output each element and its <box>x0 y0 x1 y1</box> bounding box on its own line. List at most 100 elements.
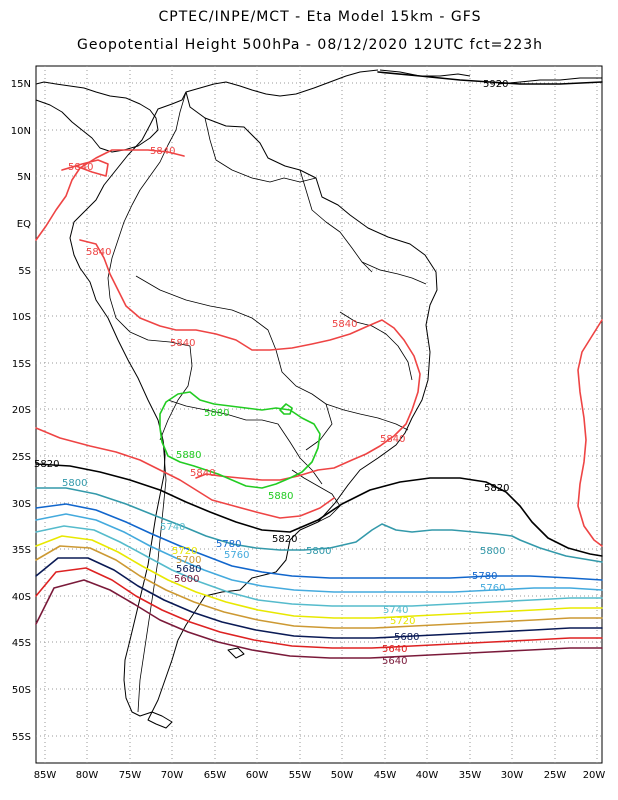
south-america-coastline <box>69 91 438 717</box>
contour-label-5660: 5640 <box>382 644 407 655</box>
lon-label: 20W <box>583 770 606 781</box>
contour-label-5840: 5840 <box>68 162 93 173</box>
falklands-coastline <box>227 647 245 659</box>
contour-label-5720: 5720 <box>172 546 197 557</box>
contour-label-5680: 5680 <box>176 564 201 575</box>
lat-label: 5S <box>18 266 31 277</box>
title-line-2: Geopotential Height 500hPa - 08/12/2020 … <box>77 37 543 53</box>
lat-label: 15S <box>12 359 31 370</box>
lon-label: 30W <box>501 770 524 781</box>
longitude-labels: 85W 80W 75W 70W 65W 60W 55W 50W 45W 40W … <box>34 770 606 781</box>
country-border <box>361 261 427 285</box>
contour-label-5880: 5880 <box>176 450 201 461</box>
contour-labels: 5920 5840 5840 5840 5840 5840 5840 5840 … <box>34 79 509 667</box>
contour-5680 <box>35 557 603 639</box>
contour-label-5800: 5800 <box>480 546 505 557</box>
caribbean-coastline <box>185 69 379 97</box>
contour-5840-lower <box>35 427 335 519</box>
contour-label-5880: 5880 <box>204 408 229 419</box>
contour-5840-north <box>61 159 109 177</box>
antilles-coastline <box>379 69 602 85</box>
lon-label: 75W <box>119 770 142 781</box>
lat-label: 20S <box>12 405 31 416</box>
contour-5780 <box>35 503 603 581</box>
country-border <box>107 91 191 347</box>
contour-label-5760: 5760 <box>224 550 249 561</box>
contour-5840-west <box>35 149 185 241</box>
contour-5720 <box>35 535 603 619</box>
graticule <box>36 66 602 763</box>
contour-label-5840: 5840 <box>190 468 215 479</box>
lat-label: 40S <box>12 592 31 603</box>
lon-label: 85W <box>34 770 57 781</box>
lon-label: 45W <box>374 770 397 781</box>
lat-label: 55S <box>12 732 31 743</box>
lon-label: 35W <box>459 770 482 781</box>
contour-label-5780: 5780 <box>216 539 241 550</box>
country-border <box>291 469 341 523</box>
contour-label-5840: 5840 <box>150 146 175 157</box>
contour-label-5780: 5780 <box>472 571 497 582</box>
contour-5880 <box>159 391 321 489</box>
country-border <box>204 117 317 183</box>
contour-label-5920: 5920 <box>483 79 508 90</box>
lat-label: 15N <box>11 79 31 90</box>
contour-label-5760: 5760 <box>480 583 505 594</box>
height-contours <box>35 71 603 659</box>
lon-label: 65W <box>204 770 227 781</box>
country-border <box>167 399 323 485</box>
country-border <box>339 311 413 381</box>
contour-5640 <box>35 579 603 659</box>
title-line-1: CPTEC/INPE/MCT - Eta Model 15km - GFS <box>159 9 482 25</box>
lat-label: 5N <box>17 172 31 183</box>
tierra-del-fuego-coastline <box>147 711 173 729</box>
map-frame <box>35 65 603 764</box>
contour-label-5700: 5700 <box>176 555 201 566</box>
contour-label-5720: 5720 <box>390 616 415 627</box>
country-border <box>299 169 373 273</box>
contour-5920 <box>377 71 603 85</box>
lat-label: 35S <box>12 545 31 556</box>
lat-label: 30S <box>12 499 31 510</box>
political-borders <box>107 91 427 713</box>
contour-5880-small <box>279 403 293 415</box>
contour-label-5640-lower: 5640 <box>382 656 407 667</box>
contour-5660 <box>35 567 603 649</box>
lat-label: 25S <box>12 452 31 463</box>
country-border <box>325 403 409 431</box>
contour-5760 <box>35 513 603 593</box>
contour-label-5820: 5820 <box>272 534 297 545</box>
contour-5840-east <box>577 319 603 547</box>
latitude-labels: 15N 10N 5N EQ 5S 10S 15S 20S 25S 30S 35S… <box>11 79 31 743</box>
lon-label: 70W <box>161 770 184 781</box>
contour-label-5840: 5840 <box>170 338 195 349</box>
contour-5700 <box>35 545 603 629</box>
contour-label-5820: 5820 <box>484 483 509 494</box>
coastlines <box>35 69 602 729</box>
lat-label: 10S <box>12 312 31 323</box>
contour-label-5800: 5800 <box>306 546 331 557</box>
central-america-coastline <box>35 81 159 153</box>
contour-label-5640: 5600 <box>174 574 199 585</box>
contour-label-5740: 5740 <box>160 522 185 533</box>
lon-label: 25W <box>544 770 567 781</box>
lat-label: EQ <box>17 219 31 230</box>
contour-5800 <box>35 487 603 563</box>
contour-5840-center <box>79 239 421 481</box>
lon-label: 40W <box>416 770 439 781</box>
lat-label: 10N <box>11 126 31 137</box>
contour-label-5880: 5880 <box>268 491 293 502</box>
contour-5820 <box>35 463 603 557</box>
lon-label: 50W <box>331 770 354 781</box>
lon-label: 80W <box>76 770 99 781</box>
contour-5740 <box>35 525 603 607</box>
contour-label-5800: 5800 <box>62 478 87 489</box>
country-border <box>137 439 167 713</box>
lat-label: 50S <box>12 685 31 696</box>
lon-label: 60W <box>246 770 269 781</box>
lon-label: 55W <box>289 770 312 781</box>
contour-label-5820: 5820 <box>34 459 59 470</box>
lat-label: 45S <box>12 638 31 649</box>
contour-label-5680: 5680 <box>394 632 419 643</box>
